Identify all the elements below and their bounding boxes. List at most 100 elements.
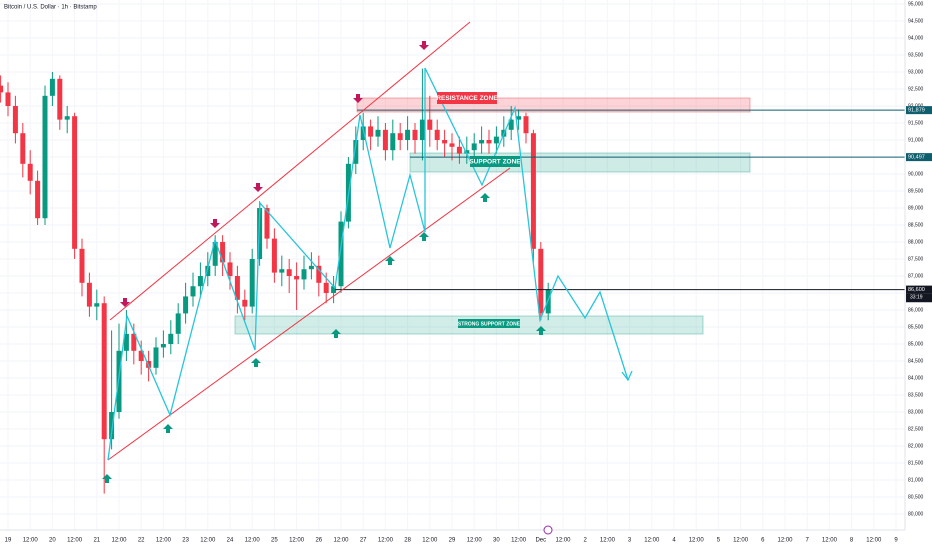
candle-body <box>493 136 499 144</box>
y-tick-label: 95,000 <box>908 1 924 7</box>
x-tick-label: 12:00 <box>200 538 216 544</box>
y-tick-label: 84,500 <box>908 358 924 364</box>
candle-body <box>72 116 78 249</box>
candle-body <box>412 129 418 141</box>
candle-body <box>0 85 4 93</box>
candle-body <box>279 269 285 273</box>
candle-body <box>516 116 522 120</box>
y-tick-label: 83,000 <box>908 409 924 415</box>
countdown: 33:19 <box>910 294 923 300</box>
candle-body <box>101 303 107 440</box>
candle-body <box>442 140 448 144</box>
up-arrow <box>163 424 173 433</box>
zone-label: SUPPORT ZONE <box>469 159 521 166</box>
candle-body <box>360 126 366 141</box>
candle-body <box>271 238 277 273</box>
zone-label: RESISTANCE ZONE <box>436 95 498 102</box>
candle-body <box>523 116 529 134</box>
candle-body <box>486 140 492 144</box>
y-tick-label: 87,000 <box>908 273 924 279</box>
x-tick-label: 26 <box>315 538 322 544</box>
candle-body <box>538 248 544 314</box>
candle-body <box>353 140 359 164</box>
candle-body <box>227 262 233 277</box>
x-tick-label: 21 <box>93 538 100 544</box>
price-label: 90,497 <box>908 155 925 161</box>
candle-body <box>27 163 33 181</box>
up-arrow <box>251 358 261 367</box>
candle-body <box>427 119 433 130</box>
support-zone <box>409 152 751 173</box>
x-tick-label: Dec <box>535 538 546 544</box>
x-tick-label: 12:00 <box>67 538 83 544</box>
y-tick-label: 85,000 <box>908 341 924 347</box>
candle-body <box>153 347 159 368</box>
candle-body <box>471 143 477 151</box>
candle-body <box>264 208 270 239</box>
y-tick-label: 83,500 <box>908 392 924 398</box>
y-tick-label: 84,000 <box>908 375 924 381</box>
x-tick-label: 27 <box>360 538 367 544</box>
x-tick-label: 12:00 <box>689 538 705 544</box>
candle-body <box>308 265 314 270</box>
x-tick-label: 12:00 <box>511 538 527 544</box>
candle-body <box>242 299 248 307</box>
y-tick-label: 88,000 <box>908 239 924 245</box>
down-arrow <box>210 219 220 228</box>
y-tick-label: 85,500 <box>908 324 924 330</box>
price-label-box <box>906 106 932 115</box>
y-tick-label: 86,000 <box>908 307 924 313</box>
x-tick-label: 12:00 <box>777 538 793 544</box>
candle-body <box>456 146 462 154</box>
x-tick-label: 25 <box>271 538 278 544</box>
candle-body <box>316 265 322 283</box>
x-tick-label: 6 <box>761 538 765 544</box>
candle-body <box>175 313 181 334</box>
candle-body <box>286 269 292 277</box>
y-tick-label: 80,500 <box>908 494 924 500</box>
x-tick-label: 8 <box>850 538 854 544</box>
y-tick-label: 94,000 <box>908 35 924 41</box>
y-tick-label: 89,500 <box>908 188 924 194</box>
candle-body <box>368 126 374 137</box>
x-tick-label: 12:00 <box>733 538 749 544</box>
x-tick-label: 29 <box>449 538 456 544</box>
event-icon[interactable] <box>543 525 553 535</box>
zone-label: STRONG SUPPORT ZONE <box>458 321 521 327</box>
x-tick-label: 12:00 <box>555 538 571 544</box>
x-tick-label: 2 <box>584 538 588 544</box>
x-tick-label: 4 <box>672 538 676 544</box>
candle-body <box>183 296 189 314</box>
channel-lower <box>107 167 511 461</box>
x-tick-label: 24 <box>227 538 234 544</box>
zigzag-projection <box>107 67 629 461</box>
strong-support-label-box <box>458 319 520 328</box>
candle-body <box>49 78 55 96</box>
down-arrow <box>353 94 363 103</box>
candle-body <box>508 119 514 130</box>
candle-body <box>190 286 196 297</box>
up-arrow <box>536 326 546 335</box>
countdown-box <box>906 293 932 301</box>
x-tick-label: 12:00 <box>156 538 172 544</box>
candle-body <box>382 129 388 151</box>
y-tick-label: 81,000 <box>908 477 924 483</box>
candle-body <box>338 221 344 287</box>
x-tick-label: 23 <box>182 538 189 544</box>
y-tick-label: 80,000 <box>908 511 924 517</box>
y-tick-label: 81,500 <box>908 460 924 466</box>
down-arrow <box>120 298 130 307</box>
candle-body <box>397 133 403 141</box>
y-tick-label: 90,000 <box>908 171 924 177</box>
candle-body <box>301 269 307 280</box>
x-tick-label: 20 <box>49 538 56 544</box>
candle-body <box>42 95 48 219</box>
candle-body <box>375 129 381 137</box>
x-tick-label: 12:00 <box>23 538 39 544</box>
price-label: 91,879 <box>908 108 925 114</box>
candle-body <box>160 344 166 348</box>
x-tick-label: 7 <box>806 538 810 544</box>
candle-body <box>86 282 92 307</box>
support-label-box <box>470 156 520 167</box>
